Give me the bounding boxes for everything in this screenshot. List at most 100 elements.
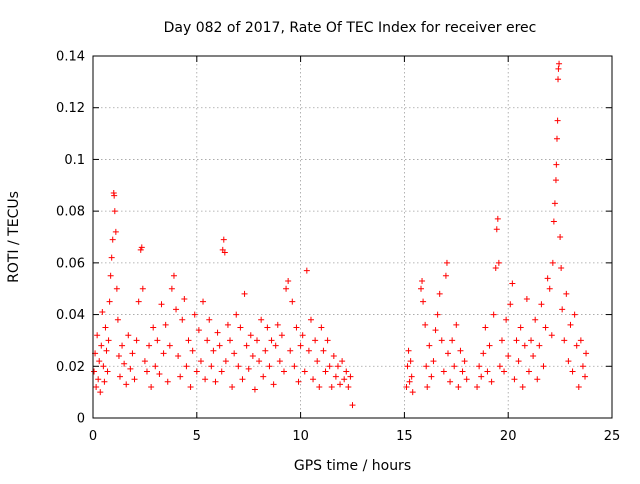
data-point — [403, 383, 410, 390]
data-point — [474, 383, 481, 390]
data-point — [131, 376, 138, 383]
data-point — [583, 350, 590, 357]
data-point — [551, 200, 558, 207]
data-point — [557, 234, 564, 240]
data-point — [343, 368, 350, 375]
data-point — [575, 383, 582, 390]
x-tick-label: 25 — [604, 429, 621, 444]
data-point — [297, 342, 304, 349]
data-point — [127, 365, 134, 372]
data-point — [517, 324, 524, 331]
data-point — [503, 316, 510, 323]
y-tick-label: 0.08 — [56, 205, 85, 220]
data-point — [320, 347, 327, 354]
data-point — [272, 342, 279, 349]
data-point — [549, 259, 556, 266]
x-tick-label: 0 — [89, 429, 97, 444]
data-point — [556, 60, 563, 67]
data-point — [212, 378, 219, 385]
data-point — [523, 296, 530, 303]
data-point — [423, 363, 430, 370]
data-point — [146, 342, 153, 349]
data-point — [98, 342, 105, 349]
data-point — [496, 363, 503, 370]
data-point — [316, 383, 323, 390]
data-point — [334, 363, 341, 370]
data-point — [337, 381, 344, 388]
data-point — [567, 321, 574, 328]
data-point — [91, 368, 98, 375]
data-point — [143, 368, 150, 375]
data-point — [314, 358, 321, 365]
data-point — [490, 311, 497, 318]
data-point — [166, 342, 173, 349]
data-point — [270, 381, 277, 388]
data-point — [548, 332, 555, 339]
data-point — [262, 347, 269, 354]
data-point — [106, 298, 113, 305]
data-point — [495, 259, 502, 266]
data-point — [303, 267, 310, 274]
data-point — [181, 296, 188, 303]
data-point — [123, 381, 130, 388]
data-point — [307, 316, 314, 323]
data-point — [455, 383, 462, 390]
data-point — [463, 376, 470, 383]
data-point — [164, 378, 171, 385]
data-point — [525, 368, 532, 375]
data-point — [582, 373, 589, 380]
data-point — [114, 316, 121, 323]
data-point — [204, 337, 211, 344]
data-point — [540, 363, 547, 370]
data-point — [442, 272, 449, 279]
data-point — [116, 373, 123, 380]
data-point — [301, 368, 308, 375]
data-point — [245, 365, 252, 372]
data-point — [260, 373, 267, 380]
data-point — [99, 308, 106, 315]
y-tick-label: 0.12 — [56, 101, 85, 116]
data-point — [565, 358, 572, 365]
data-point — [561, 337, 568, 344]
data-point — [285, 277, 292, 284]
data-point — [542, 324, 549, 331]
data-point — [289, 298, 296, 305]
data-point — [189, 347, 196, 354]
data-point — [173, 306, 180, 313]
data-point — [432, 327, 439, 334]
data-point — [249, 352, 256, 359]
data-point — [221, 249, 228, 256]
data-point — [328, 383, 335, 390]
y-tick-label: 0.04 — [56, 308, 85, 323]
data-point — [168, 285, 175, 292]
data-point — [175, 352, 182, 359]
data-point — [459, 368, 466, 375]
data-point — [347, 373, 354, 380]
data-point — [137, 246, 144, 253]
data-point — [139, 285, 146, 292]
data-points — [91, 60, 590, 409]
data-point — [420, 298, 427, 305]
y-tick-label: 0.06 — [56, 256, 85, 271]
data-point — [528, 337, 535, 344]
data-point — [345, 383, 352, 390]
data-point — [229, 383, 236, 390]
data-point — [573, 342, 580, 349]
data-point — [177, 373, 184, 380]
data-point — [513, 337, 520, 344]
data-point — [509, 280, 516, 287]
data-point — [216, 342, 223, 349]
data-point — [530, 352, 537, 359]
data-point — [486, 342, 493, 349]
data-point — [478, 373, 485, 380]
data-point — [94, 332, 101, 339]
data-point — [105, 337, 112, 344]
data-point — [179, 316, 186, 323]
data-point — [507, 301, 514, 308]
data-point — [550, 218, 557, 225]
data-point — [408, 373, 415, 380]
data-point — [349, 402, 356, 409]
data-point — [505, 352, 512, 359]
data-point — [224, 321, 231, 328]
